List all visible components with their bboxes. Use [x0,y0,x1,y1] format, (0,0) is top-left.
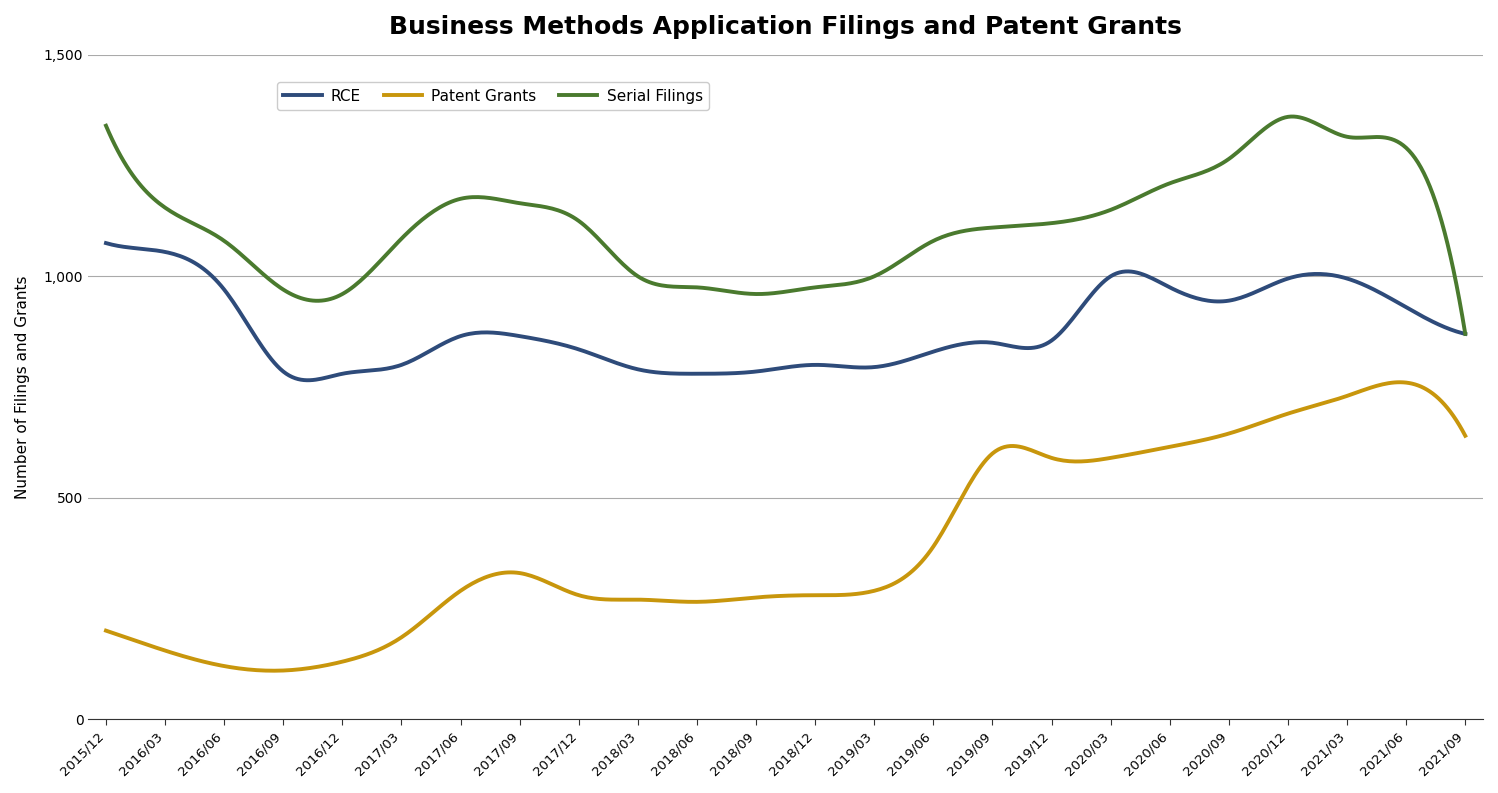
Serial Filings [572,218,590,228]
Serial Filings [1282,112,1300,121]
Patent Grants [1392,377,1410,387]
Line: Patent Grants: Patent Grants [106,382,1465,671]
Patent Grants [1456,431,1474,441]
RCE [298,375,316,385]
RCE [1456,329,1474,339]
Legend: RCE, Patent Grants, Serial Filings: RCE, Patent Grants, Serial Filings [277,82,709,109]
RCE [1252,285,1270,294]
Patent Grants [1191,436,1209,446]
RCE [575,347,593,356]
RCE [1191,294,1209,304]
Patent Grants [265,666,283,676]
Patent Grants [1022,446,1040,455]
Title: Business Methods Application Filings and Patent Grants: Business Methods Application Filings and… [389,15,1182,39]
Line: RCE: RCE [106,243,1465,380]
Patent Grants [575,592,593,602]
Patent Grants [97,626,115,635]
Serial Filings [1249,129,1267,139]
Patent Grants [1252,418,1270,427]
Serial Filings [1456,329,1474,339]
Serial Filings [201,227,219,236]
Serial Filings [1188,170,1206,179]
Serial Filings [951,227,969,236]
Serial Filings [97,121,115,131]
RCE [97,239,115,248]
Line: Serial Filings: Serial Filings [106,117,1465,334]
RCE [954,339,972,349]
RCE [201,269,219,278]
RCE [1022,343,1040,353]
Patent Grants [954,491,972,500]
Y-axis label: Number of Filings and Grants: Number of Filings and Grants [15,275,30,499]
Serial Filings [1019,220,1037,230]
Patent Grants [201,658,219,668]
